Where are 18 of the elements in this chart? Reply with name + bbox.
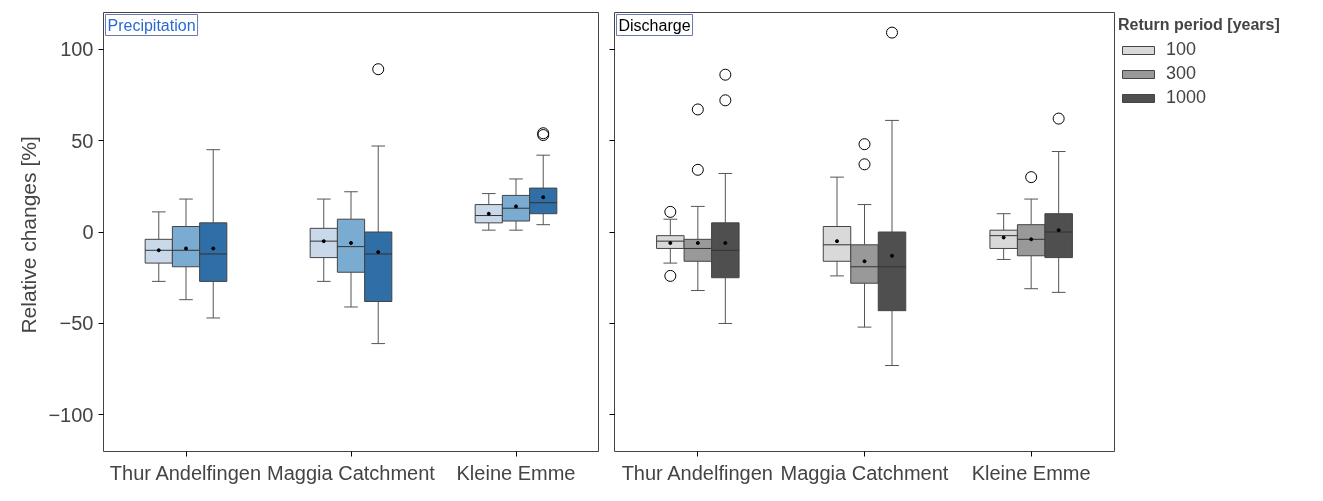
y-tick-label: 0 <box>82 221 94 243</box>
y-tick-label: 100 <box>60 38 94 61</box>
legend-title: Return period [years] <box>1118 16 1280 34</box>
chart-title: Precipitation <box>107 16 196 34</box>
x-tick-label: Kleine Emme <box>971 461 1091 484</box>
x-tick-label: Thur Andelfingen <box>109 461 262 484</box>
y-tick-label: −100 <box>48 403 94 426</box>
chart-title: Discharge <box>618 16 691 34</box>
y-tick-label: 50 <box>71 129 94 152</box>
legend-label: 300 <box>1166 63 1197 84</box>
x-tick-label: Kleine Emme <box>456 461 576 484</box>
x-tick-label: Maggia Catchment <box>780 461 949 484</box>
legend-label: 1000 <box>1166 87 1207 108</box>
y-axis-title: Relative changes [%] <box>17 136 41 334</box>
x-tick-label: Maggia Catchment <box>267 461 436 484</box>
y-tick-label: −50 <box>59 312 94 335</box>
x-tick-label: Thur Andelfingen <box>621 461 773 484</box>
legend-label: 100 <box>1166 39 1197 60</box>
